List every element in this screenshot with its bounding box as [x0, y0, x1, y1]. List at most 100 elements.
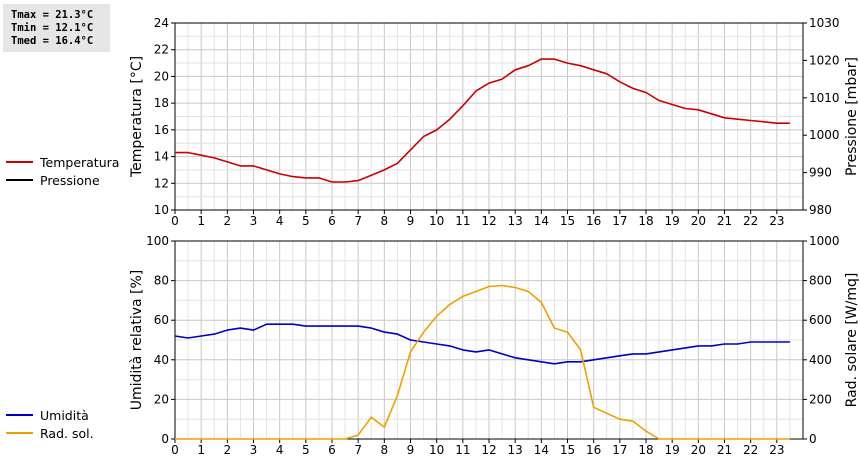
y-tick-label: 18: [154, 96, 169, 110]
x-tick-label: 7: [354, 443, 362, 457]
x-tick-label: 1: [197, 443, 205, 457]
y2-tick-label: 600: [809, 313, 832, 327]
x-tick-label: 4: [276, 443, 284, 457]
y2-tick-label: 800: [809, 274, 832, 288]
y-tick-label: 80: [154, 274, 169, 288]
tmax-text: Tmax = 21.3°C: [11, 9, 94, 21]
x-tick-label: 2: [224, 214, 232, 228]
y2-tick-label: 980: [809, 203, 832, 217]
tmin-text: Tmin = 12.1°C: [11, 22, 94, 34]
x-tick-label: 9: [407, 214, 415, 228]
x-tick-label: 21: [717, 443, 732, 457]
x-tick-label: 22: [743, 214, 758, 228]
series-line: [175, 284, 790, 440]
legend-swatch: [6, 161, 33, 163]
legend-swatch: [6, 414, 33, 416]
y-tick-label: 22: [154, 43, 169, 57]
y2-tick-label: 200: [809, 392, 832, 406]
legend-item-rad-sol: Rad. sol.: [6, 424, 94, 442]
y2-tick-label: 1030: [809, 16, 840, 30]
x-tick-label: 3: [250, 443, 258, 457]
legend-label: Temperatura: [40, 154, 120, 170]
x-tick-label: 0: [171, 214, 179, 228]
x-tick-label: 3: [250, 214, 258, 228]
legend-label: Umidità: [40, 407, 89, 423]
x-tick-label: 18: [638, 443, 653, 457]
x-tick-label: 22: [743, 443, 758, 457]
x-tick-label: 6: [328, 443, 336, 457]
x-tick-label: 12: [481, 443, 496, 457]
x-tick-label: 14: [534, 443, 549, 457]
x-tick-label: 4: [276, 214, 284, 228]
y-tick-label: 60: [154, 313, 169, 327]
y2-tick-label: 990: [809, 166, 832, 180]
series-line: [175, 58, 790, 183]
legend-top: Temperatura Pressione: [6, 153, 119, 189]
legend-item-pressione: Pressione: [6, 171, 119, 189]
legend-label: Rad. sol.: [40, 425, 94, 441]
x-tick-label: 12: [481, 214, 496, 228]
x-tick-label: 5: [302, 214, 310, 228]
y-tick-label: 12: [154, 176, 169, 190]
x-tick-label: 18: [638, 214, 653, 228]
x-tick-label: 10: [429, 443, 444, 457]
x-tick-label: 20: [691, 214, 706, 228]
x-tick-label: 19: [665, 214, 680, 228]
legend-item-temperatura: Temperatura: [6, 153, 119, 171]
x-tick-label: 21: [717, 214, 732, 228]
y2-tick-label: 1020: [809, 53, 840, 67]
tmed-text: Tmed = 16.4°C: [11, 35, 94, 47]
legend-swatch: [6, 432, 33, 434]
x-tick-label: 11: [455, 443, 470, 457]
x-tick-label: 23: [769, 214, 784, 228]
x-tick-label: 23: [769, 443, 784, 457]
x-tick-label: 14: [534, 214, 549, 228]
y2-tick-label: 0: [809, 432, 817, 446]
x-tick-label: 9: [407, 443, 415, 457]
y-tick-label: 0: [161, 432, 169, 446]
x-tick-label: 7: [354, 214, 362, 228]
x-tick-label: 17: [612, 443, 627, 457]
x-tick-label: 5: [302, 443, 310, 457]
legend-swatch: [6, 179, 33, 181]
x-tick-label: 20: [691, 443, 706, 457]
legend-item-umidita: Umidità: [6, 406, 94, 424]
x-tick-label: 8: [381, 443, 389, 457]
y2-axis-title: Rad. solare [W/mq]: [844, 273, 860, 408]
y-axis-title: Temperatura [°C]: [129, 56, 145, 178]
y-tick-label: 40: [154, 353, 169, 367]
x-tick-label: 2: [224, 443, 232, 457]
y-tick-label: 20: [154, 69, 169, 83]
y-tick-label: 10: [154, 203, 169, 217]
series-line: [174, 323, 790, 365]
y2-tick-label: 1000: [809, 128, 840, 142]
x-tick-label: 15: [560, 214, 575, 228]
y-tick-label: 20: [154, 392, 169, 406]
y2-tick-label: 1000: [809, 234, 840, 248]
y2-axis-title: Pressione [mbar]: [844, 57, 860, 176]
x-tick-label: 10: [429, 214, 444, 228]
x-tick-label: 13: [508, 214, 523, 228]
stats-box: Tmax = 21.3°C Tmin = 12.1°C Tmed = 16.4°C: [3, 4, 110, 52]
x-tick-label: 19: [665, 443, 680, 457]
x-tick-label: 11: [455, 214, 470, 228]
x-tick-label: 16: [586, 443, 601, 457]
x-tick-label: 16: [586, 214, 601, 228]
x-tick-label: 13: [508, 443, 523, 457]
y-tick-label: 14: [154, 150, 169, 164]
y-tick-label: 16: [154, 123, 169, 137]
legend-label: Pressione: [40, 172, 100, 188]
x-tick-label: 1: [197, 214, 205, 228]
x-tick-label: 17: [612, 214, 627, 228]
y2-tick-label: 1010: [809, 91, 840, 105]
x-tick-label: 0: [171, 443, 179, 457]
y-tick-label: 24: [154, 16, 169, 30]
legend-bottom: Umidità Rad. sol.: [6, 406, 94, 442]
x-tick-label: 8: [381, 214, 389, 228]
x-tick-label: 6: [328, 214, 336, 228]
x-tick-label: 15: [560, 443, 575, 457]
y2-tick-label: 400: [809, 353, 832, 367]
y-tick-label: 100: [146, 234, 169, 248]
y-axis-title: Umidità relativa [%]: [129, 270, 145, 411]
